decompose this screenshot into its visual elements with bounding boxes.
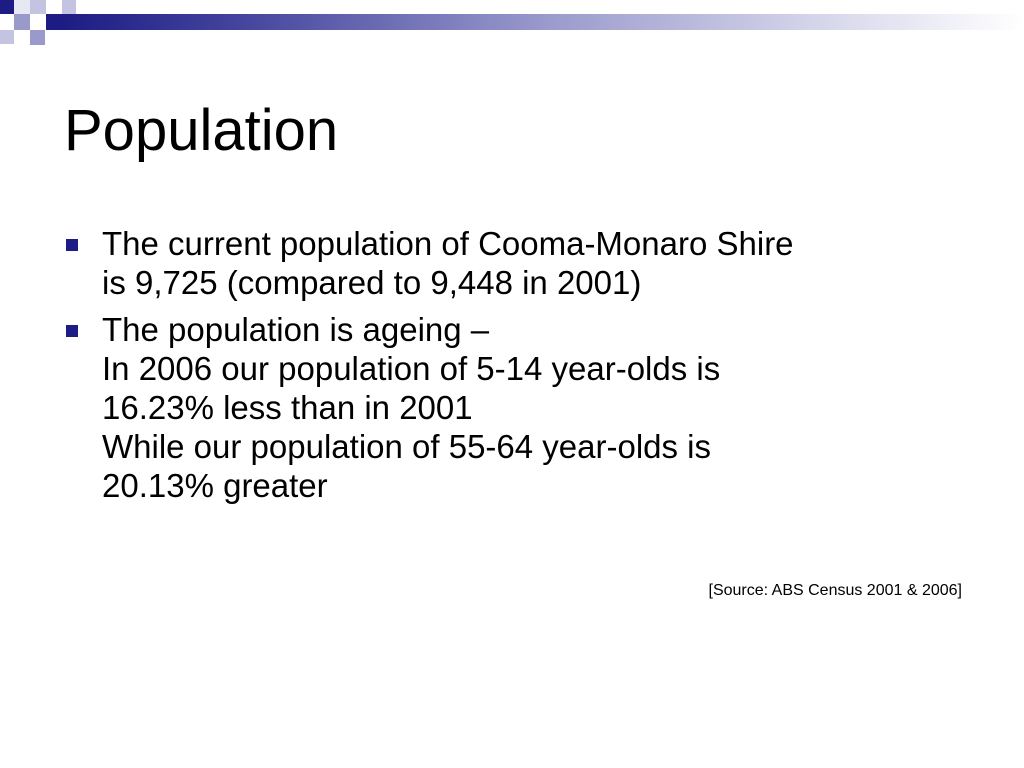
header-gradient-bar	[62, 14, 1024, 30]
square-bullet-icon	[66, 325, 78, 337]
bullet-text-line: 16.23% less than in 2001	[102, 389, 473, 426]
bullet-text-line: is 9,725 (compared to 9,448 in 2001)	[102, 264, 642, 301]
bullet-text-line: 20.13% greater	[102, 467, 328, 504]
decor-square	[62, 0, 76, 14]
decor-square	[30, 0, 46, 14]
slide-title: Population	[64, 98, 339, 163]
decor-square	[0, 30, 14, 44]
bullet-text-line: The population is ageing –	[102, 311, 490, 348]
square-bullet-icon	[66, 239, 78, 251]
bullet-text-line: The current population of Cooma-Monaro S…	[102, 225, 794, 262]
bullet-item-ageing: The population is ageing – In 2006 our p…	[66, 310, 966, 505]
bullet-item-current-population: The current population of Cooma-Monaro S…	[66, 224, 966, 302]
bullet-text-line: While our population of 55-64 year-olds …	[102, 428, 712, 465]
source-citation: [Source: ABS Census 2001 & 2006]	[708, 582, 963, 599]
decor-square	[0, 0, 14, 14]
bullet-list: The current population of Cooma-Monaro S…	[66, 224, 966, 513]
decor-square	[14, 14, 30, 30]
decor-square	[14, 0, 30, 14]
decor-square	[46, 14, 62, 30]
bullet-text-line: In 2006 our population of 5-14 year-olds…	[102, 350, 721, 387]
decor-square	[30, 30, 45, 45]
